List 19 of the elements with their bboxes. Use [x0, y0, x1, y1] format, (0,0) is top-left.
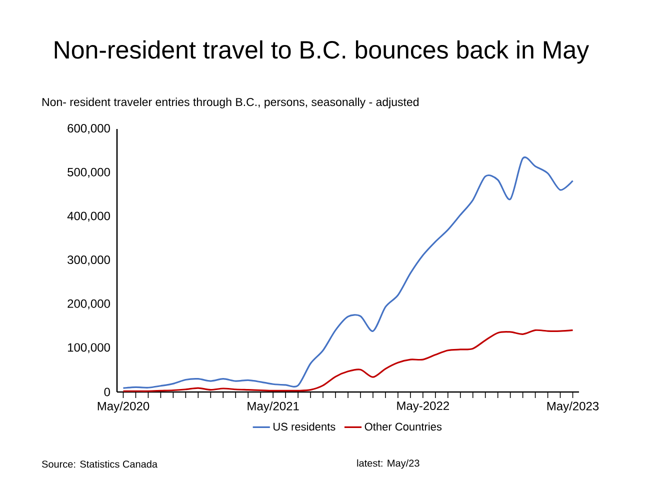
y-tick-label: 200,000: [68, 299, 110, 310]
line-series: [122, 329, 574, 392]
text: latest: May/23: [357, 459, 420, 469]
y-tick-label: 300,000: [68, 256, 110, 266]
chart-subtitle: Non- resident traveler entries through B.C., persons, seasonally - adjusted: [42, 98, 419, 108]
x-tick-label: May/2023: [547, 402, 599, 413]
y-tick-label: 500,000: [68, 168, 110, 178]
x-tick-label: May/2021: [248, 402, 299, 413]
x-tick-label: May-2022: [397, 402, 449, 412]
legend-label: Other Countries: [364, 422, 442, 431]
legend-label: US residents: [274, 422, 336, 431]
line-series: [122, 157, 574, 389]
source-note: Source: Statistics Canada: [42, 460, 158, 468]
chart-title: Non-resident travel to B.C. bounces back in May: [54, 40, 590, 64]
x-tick-label: May/2020: [98, 402, 150, 413]
y-tick-label: 600,000: [68, 124, 110, 134]
y-tick-label: 100,000: [68, 343, 110, 354]
y-tick-label: 0: [104, 388, 110, 396]
y-tick-label: 400,000: [67, 212, 110, 222]
